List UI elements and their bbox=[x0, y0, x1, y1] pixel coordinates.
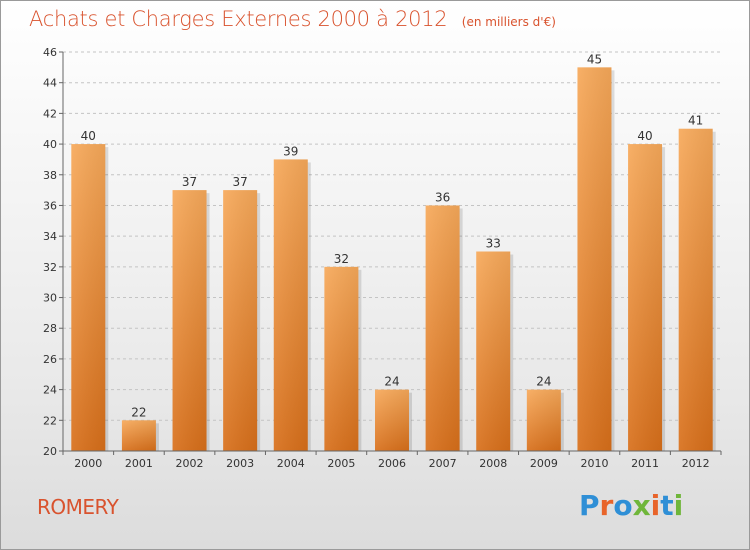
x-tick-label: 2008 bbox=[479, 457, 507, 470]
value-label: 24 bbox=[384, 375, 399, 389]
logo-letter: o bbox=[613, 489, 633, 522]
value-label: 40 bbox=[637, 129, 652, 143]
y-tick-label: 24 bbox=[43, 384, 57, 397]
logo-letter: t bbox=[660, 489, 674, 522]
x-tick-label: 2009 bbox=[530, 457, 558, 470]
value-label: 32 bbox=[334, 252, 349, 266]
proxiti-logo[interactable]: Proxiti bbox=[579, 489, 683, 522]
x-tick-label: 2003 bbox=[226, 457, 254, 470]
logo-letter: P bbox=[579, 489, 600, 522]
y-tick-label: 38 bbox=[43, 169, 57, 182]
bar-shine bbox=[425, 205, 460, 451]
chart-subtitle: (en milliers d'€) bbox=[461, 15, 556, 29]
y-tick-label: 36 bbox=[43, 199, 57, 212]
logo-letter: i bbox=[650, 489, 661, 522]
y-tick-label: 34 bbox=[43, 230, 57, 243]
value-label: 24 bbox=[536, 375, 551, 389]
x-tick-label: 2007 bbox=[429, 457, 457, 470]
bar-shine bbox=[324, 266, 359, 451]
value-label: 45 bbox=[587, 52, 602, 66]
x-tick-label: 2005 bbox=[327, 457, 355, 470]
bar-shine bbox=[273, 159, 308, 451]
logo-letter: r bbox=[599, 489, 614, 522]
logo-letter: i bbox=[673, 489, 684, 522]
bar-shine bbox=[678, 128, 713, 451]
x-tick-label: 2006 bbox=[378, 457, 406, 470]
title-row: Achats et Charges Externes 2000 à 2012 (… bbox=[29, 7, 556, 31]
value-label: 37 bbox=[233, 175, 248, 189]
y-tick-label: 32 bbox=[43, 261, 57, 274]
logo-letter: x bbox=[632, 489, 651, 522]
value-label: 40 bbox=[81, 129, 96, 143]
bar-shine bbox=[223, 190, 258, 451]
bar-shine bbox=[577, 67, 612, 451]
y-tick-label: 42 bbox=[43, 107, 57, 120]
y-tick-label: 46 bbox=[43, 46, 57, 59]
y-tick-label: 20 bbox=[43, 445, 57, 458]
x-tick-label: 2004 bbox=[277, 457, 305, 470]
y-tick-label: 40 bbox=[43, 138, 57, 151]
y-tick-label: 30 bbox=[43, 292, 57, 305]
value-label: 41 bbox=[688, 114, 703, 128]
bar-shine bbox=[628, 144, 663, 452]
axes: 20 22 24 26 28 30 32 34 36 38 40 42 44 46 2000 2001 2002… bbox=[43, 46, 722, 470]
bar-shine bbox=[526, 389, 561, 451]
bar-shine bbox=[375, 389, 409, 451]
bar-shine bbox=[121, 420, 156, 451]
x-tick-label: 2011 bbox=[631, 457, 659, 470]
value-label: 36 bbox=[435, 190, 450, 204]
bars: 40 22 37 37 39 32 24 36 33 24 45 40 41 bbox=[71, 52, 716, 452]
y-tick-label: 44 bbox=[43, 77, 57, 90]
x-tick-label: 2012 bbox=[682, 457, 710, 470]
value-label: 33 bbox=[486, 237, 501, 251]
value-label: 37 bbox=[182, 175, 197, 189]
bar-shine bbox=[172, 190, 207, 451]
chart-title: Achats et Charges Externes 2000 à 2012 bbox=[29, 7, 448, 31]
y-tick-label: 26 bbox=[43, 353, 57, 366]
value-label: 39 bbox=[283, 144, 298, 158]
x-tick-label: 2002 bbox=[176, 457, 204, 470]
commune-name: ROMERY bbox=[37, 495, 119, 519]
y-tick-label: 28 bbox=[43, 322, 57, 335]
x-tick-label: 2010 bbox=[580, 457, 608, 470]
y-tick-label: 22 bbox=[43, 414, 57, 427]
x-tick-label: 2001 bbox=[125, 457, 153, 470]
x-tick-label: 2000 bbox=[74, 457, 102, 470]
bar-shine bbox=[476, 251, 511, 451]
bar-shine bbox=[71, 144, 106, 452]
value-label: 22 bbox=[131, 405, 146, 419]
